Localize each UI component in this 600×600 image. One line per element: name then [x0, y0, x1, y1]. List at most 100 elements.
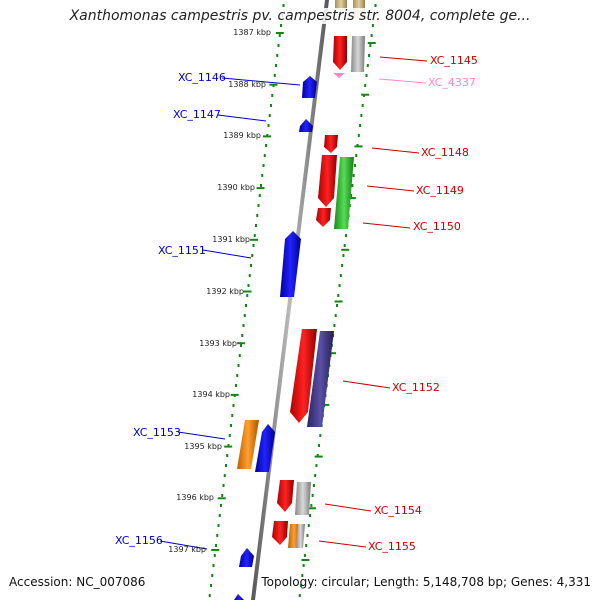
- ruler-dot: [273, 74, 276, 77]
- gene-arrow[interactable]: [334, 157, 354, 229]
- kbp-label: 1391 kbp: [212, 235, 250, 244]
- ruler-dot: [242, 324, 245, 327]
- kbp-label: 1393 kbp: [199, 339, 237, 348]
- ruler-dot: [268, 114, 271, 117]
- ruler-dot: [314, 474, 317, 477]
- ruler-dot: [302, 564, 305, 567]
- ruler-dot: [211, 574, 214, 577]
- ruler-dot: [371, 24, 374, 27]
- gene-arrow[interactable]: [280, 231, 301, 297]
- ruler-dot: [257, 204, 260, 207]
- gene-label-xc-1146[interactable]: XC_1146: [178, 71, 226, 84]
- gene-arrow[interactable]: [333, 73, 345, 78]
- ruler-dot: [353, 164, 356, 167]
- kbp-label: 1387 kbp: [233, 28, 271, 37]
- ruler-dot: [316, 454, 319, 457]
- gene-arrow[interactable]: [324, 135, 338, 153]
- leader-lines-left: [159, 77, 301, 550]
- ruler-dot: [342, 254, 345, 257]
- ruler-dot: [352, 174, 355, 177]
- gene-arrow[interactable]: [295, 482, 311, 515]
- ruler-dot: [240, 344, 242, 347]
- gene-arrow[interactable]: [335, 0, 347, 10]
- gene-label-xc-1156[interactable]: XC_1156: [115, 534, 163, 547]
- ruler-dot: [298, 594, 301, 597]
- gene-label-xc-1154[interactable]: XC_1154: [374, 504, 422, 517]
- kbp-label: 1389 kbp: [223, 131, 261, 140]
- ruler-dot: [241, 334, 244, 337]
- ruler-dot: [312, 484, 315, 487]
- ruler-dot: [237, 364, 240, 367]
- gene-arrow[interactable]: [237, 420, 259, 469]
- gene-arrow[interactable]: [239, 548, 254, 567]
- ruler-dot: [355, 154, 358, 157]
- gene-arrow[interactable]: [318, 155, 337, 207]
- gene-arrow[interactable]: [255, 424, 275, 472]
- ruler-dot: [253, 234, 256, 237]
- map-title: Xanthomonas campestris pv. campestris st…: [0, 8, 600, 24]
- ruler-dot: [335, 304, 338, 307]
- gene-label-xc-1155[interactable]: XC_1155: [368, 540, 416, 553]
- ruler-dot: [222, 484, 225, 487]
- ruler-dot: [225, 464, 227, 467]
- gene-label-xc-1149[interactable]: XC_1149: [416, 184, 464, 197]
- ruler-dot: [238, 354, 241, 357]
- ruler-dot: [339, 274, 342, 277]
- ruler-dot: [246, 294, 249, 297]
- ruler-dot: [344, 234, 347, 237]
- gene-arrow[interactable]: [296, 524, 305, 548]
- ruler-dot: [282, 4, 285, 7]
- ruler-dot: [341, 264, 344, 267]
- gene-arrow[interactable]: [307, 331, 334, 427]
- ruler-dot: [338, 284, 341, 287]
- gene-arrow[interactable]: [234, 594, 244, 600]
- gene-arrow[interactable]: [302, 76, 317, 98]
- ruler-dot: [360, 114, 363, 117]
- ruler-dot: [262, 164, 265, 167]
- ruler-dot: [275, 64, 277, 67]
- ruler-dot: [230, 424, 232, 427]
- ruler-dot: [359, 124, 362, 127]
- ruler-dot: [220, 504, 222, 507]
- ruler-dot: [217, 524, 220, 527]
- ruler-dot: [263, 154, 266, 157]
- ruler-dot: [310, 504, 313, 507]
- gene-label-xc-1152[interactable]: XC_1152: [392, 381, 440, 394]
- gene-arrow[interactable]: [333, 36, 347, 70]
- ruler-dot: [364, 84, 367, 87]
- ruler-dot: [366, 64, 369, 67]
- ruler-dot: [235, 384, 237, 387]
- gene-label-xc-1145[interactable]: XC_1145: [430, 54, 478, 67]
- gene-label-xc-1153[interactable]: XC_1153: [133, 426, 181, 439]
- gene-arrow[interactable]: [316, 208, 331, 227]
- gene-arrow[interactable]: [290, 329, 317, 423]
- gene-label-xc-1147[interactable]: XC_1147: [173, 108, 221, 121]
- ruler-dot: [265, 144, 267, 147]
- gene-arrow[interactable]: [272, 521, 288, 545]
- gene-label-xc-1148[interactable]: XC_1148: [421, 146, 469, 159]
- ruler-dot: [350, 194, 353, 197]
- ruler-dot: [370, 34, 373, 37]
- ruler-dot: [334, 314, 337, 317]
- ruler-dot: [245, 304, 247, 307]
- kbp-label: 1396 kbp: [176, 493, 214, 502]
- gene-arrow[interactable]: [351, 36, 365, 72]
- ruler-dot: [337, 294, 340, 297]
- gene-label-xc-4337[interactable]: XC_4337: [428, 76, 476, 89]
- leader-line-pseudo: [378, 78, 427, 84]
- ruler-dot: [271, 94, 274, 97]
- ruler-dot: [213, 554, 216, 557]
- genome-backbone: [251, 0, 329, 600]
- ruler-dot: [357, 134, 360, 137]
- gene-arrow[interactable]: [277, 480, 294, 512]
- ruler-dot: [256, 214, 259, 217]
- ruler-dot: [255, 224, 257, 227]
- leader-lines-right: [318, 56, 428, 548]
- ruler-dot: [248, 274, 251, 277]
- gene-label-xc-1150[interactable]: XC_1150: [413, 220, 461, 233]
- ruler-dot: [351, 184, 354, 187]
- gene-label-xc-1151[interactable]: XC_1151: [158, 244, 206, 257]
- gene-arrow[interactable]: [299, 119, 313, 132]
- ruler-dot: [223, 474, 226, 477]
